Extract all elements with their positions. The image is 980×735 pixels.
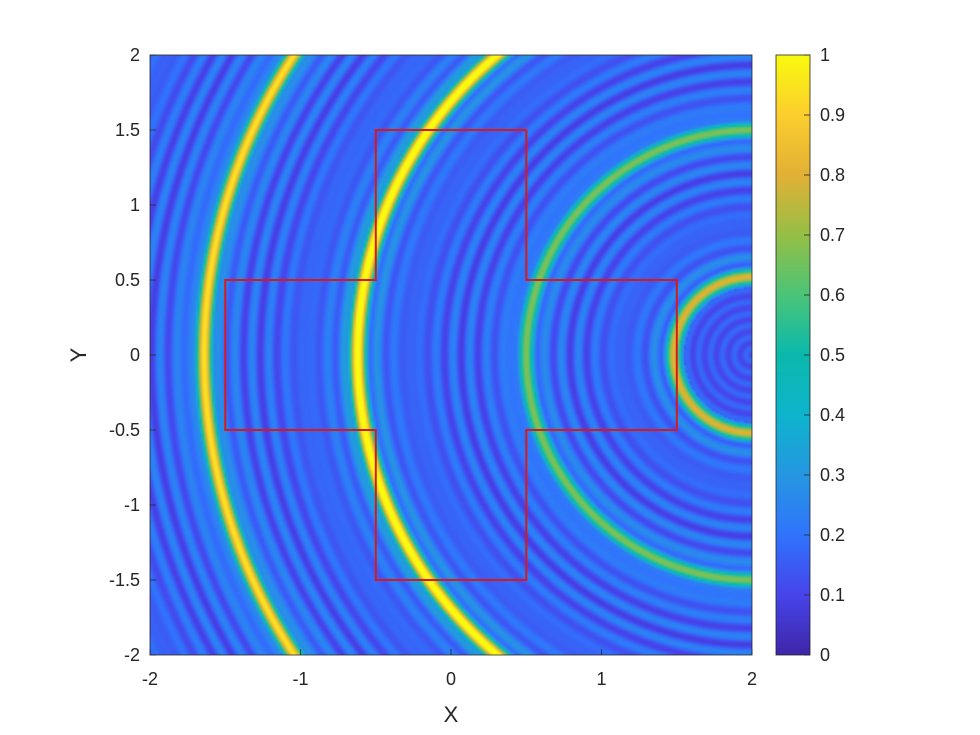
colorbar-tick-label: 0 — [820, 645, 830, 665]
y-axis-label: Y — [66, 347, 91, 362]
y-axis: -2 -1.5 -1 -0.5 0 0.5 1 1.5 2 — [109, 45, 156, 665]
y-tick-label: 2 — [130, 45, 140, 65]
x-tick-label: -2 — [142, 669, 158, 689]
y-tick-label: -1.5 — [109, 570, 140, 590]
cross-outline — [224, 129, 678, 581]
colorbar-tick-label: 0.3 — [820, 465, 845, 485]
y-tick-label: 1.5 — [115, 120, 140, 140]
colorbar-ticks: 0 0.1 0.2 0.3 0.4 0.5 0.6 0.7 0.8 0.9 1 — [804, 45, 845, 665]
colorbar-tick-label: 0.6 — [820, 285, 845, 305]
x-tick-label: 0 — [446, 669, 456, 689]
colorbar-tick-label: 0.2 — [820, 525, 845, 545]
heatmap-image — [150, 55, 752, 655]
colorbar-tick-label: 0.5 — [820, 345, 845, 365]
y-tick-label: -1 — [124, 495, 140, 515]
y-tick-label: 0 — [130, 345, 140, 365]
colorbar-tick-label: 0.4 — [820, 405, 845, 425]
colorbar-tick-label: 0.9 — [820, 105, 845, 125]
plot-area — [149, 54, 753, 656]
y-tick-label: -2 — [124, 645, 140, 665]
y-tick-label: -0.5 — [109, 420, 140, 440]
colorbar-tick-label: 0.1 — [820, 585, 845, 605]
x-tick-label: 2 — [747, 669, 757, 689]
colorbar-tick-label: 0.8 — [820, 165, 845, 185]
x-axis-label: X — [444, 702, 459, 727]
x-tick-label: -1 — [292, 669, 308, 689]
x-axis: -2 -1 0 1 2 — [142, 649, 757, 689]
y-tick-label: 1 — [130, 195, 140, 215]
colorbar: 0 0.1 0.2 0.3 0.4 0.5 0.6 0.7 0.8 0.9 1 — [775, 45, 845, 665]
heatmap-container — [150, 55, 752, 655]
colorbar-tick-label: 1 — [820, 45, 830, 65]
y-tick-label: 0.5 — [115, 270, 140, 290]
colorbar-tick-label: 0.7 — [820, 225, 845, 245]
x-tick-label: 1 — [596, 669, 606, 689]
